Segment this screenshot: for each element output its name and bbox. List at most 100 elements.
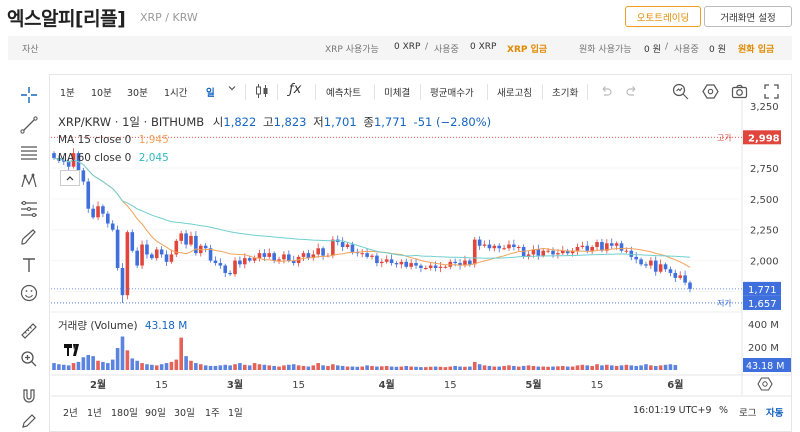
undo-icon[interactable] xyxy=(599,84,613,101)
range-180d[interactable]: 180일 xyxy=(111,408,138,419)
candle-body xyxy=(340,242,345,247)
volume-bar xyxy=(551,366,555,370)
range-90d[interactable]: 90일 xyxy=(145,408,166,419)
legend-collapse-button[interactable] xyxy=(60,170,80,186)
candle-body xyxy=(61,160,66,162)
axis-settings-icon[interactable] xyxy=(757,377,773,391)
time-tick-label: 15 xyxy=(292,380,305,391)
refresh-button[interactable]: 새로고침 xyxy=(497,88,532,99)
volume-bar xyxy=(516,366,521,370)
volume-bar xyxy=(668,364,673,370)
toolbar-divider xyxy=(420,84,421,100)
percent-toggle[interactable]: % xyxy=(719,405,729,416)
candle-body xyxy=(649,260,653,266)
time-tick-label: 15 xyxy=(155,380,168,391)
settings-hex-icon[interactable] xyxy=(702,83,719,103)
volume-bar xyxy=(140,363,144,370)
ma15-legend: MA 15 close 0 1,945 xyxy=(58,134,169,146)
candle-body xyxy=(174,240,179,255)
volume-bar xyxy=(546,366,550,370)
range-1w[interactable]: 1주 xyxy=(205,408,220,419)
avg-price-button[interactable]: 평균매수가 xyxy=(430,88,474,99)
volume-current-text: 43.18 M xyxy=(746,361,784,372)
interval-1m[interactable]: 1분 xyxy=(60,88,75,99)
reset-button[interactable]: 초기화 xyxy=(552,88,579,99)
chevron-down-icon[interactable] xyxy=(227,83,237,96)
volume-bar xyxy=(658,365,663,370)
price-tick-label: 2,250 xyxy=(750,226,779,237)
candle-body xyxy=(526,254,531,257)
candle-body xyxy=(556,253,560,255)
camera-icon[interactable] xyxy=(731,83,748,103)
log-toggle[interactable]: 로그 xyxy=(739,408,757,419)
range-2y[interactable]: 2년 xyxy=(63,408,78,419)
zoom-in-icon[interactable] xyxy=(18,348,40,370)
candle-body xyxy=(477,239,482,246)
fib-icon[interactable] xyxy=(18,198,40,220)
asset-bar: 자산 XRP 사용가능 0 XRP / 사용중 0 XRP XRP 입금 원화 … xyxy=(8,36,792,60)
redo-icon[interactable] xyxy=(625,84,639,101)
krw-available-value: 0 원 xyxy=(644,45,661,55)
interval-1d[interactable]: 일 xyxy=(206,88,215,99)
emoji-icon[interactable] xyxy=(18,282,40,304)
pencil-icon[interactable] xyxy=(18,410,40,432)
candle-body xyxy=(52,153,56,159)
brush-icon[interactable] xyxy=(18,226,40,248)
interval-30m[interactable]: 30분 xyxy=(127,88,148,99)
volume-bar xyxy=(585,365,590,370)
candle-body xyxy=(624,250,629,252)
candle-body xyxy=(150,254,154,259)
price-tick-label: 2,750 xyxy=(750,164,779,175)
volume-bar xyxy=(526,365,531,370)
interval-1h[interactable]: 1시간 xyxy=(164,88,188,99)
volume-bar xyxy=(316,363,320,370)
ruler-icon[interactable] xyxy=(18,320,40,342)
candle-body xyxy=(507,244,511,249)
volume-bar xyxy=(561,365,565,370)
volume-value: 43.18 M xyxy=(144,320,188,332)
fullscreen-icon[interactable] xyxy=(763,83,780,103)
auto-trading-button[interactable]: 오토트레이딩 xyxy=(625,6,701,27)
candle-body xyxy=(409,263,413,267)
candle-body xyxy=(233,260,237,275)
trend-line-icon[interactable] xyxy=(18,114,40,136)
volume-bar xyxy=(600,365,604,370)
indicator-fx-icon[interactable]: ƒx xyxy=(289,82,302,97)
ma60-line xyxy=(53,157,691,259)
krw-deposit-link[interactable]: 원화 입금 xyxy=(738,45,775,55)
horizontal-lines-icon[interactable] xyxy=(18,142,40,164)
crosshair-icon[interactable] xyxy=(18,84,40,106)
candle-body xyxy=(458,263,462,266)
candle-body xyxy=(291,260,296,264)
range-1d[interactable]: 1일 xyxy=(228,408,243,419)
candle-body xyxy=(492,245,497,249)
toolbar-divider xyxy=(277,84,278,100)
candle-type-icon[interactable] xyxy=(255,83,269,102)
auto-toggle[interactable]: 자동 xyxy=(766,408,784,419)
volume-bar xyxy=(355,366,360,370)
drawing-toolbar xyxy=(8,74,50,432)
candle-body xyxy=(179,233,183,241)
range-30d[interactable]: 30일 xyxy=(174,408,195,419)
volume-bar xyxy=(321,365,325,370)
range-1y[interactable]: 1년 xyxy=(87,408,102,419)
xrp-in-use-value: 0 XRP xyxy=(470,42,497,52)
unfilled-button[interactable]: 미체결 xyxy=(384,88,411,99)
low-tag: 저가 xyxy=(717,299,732,308)
magnifier-chart-icon[interactable] xyxy=(672,83,689,103)
text-icon[interactable] xyxy=(18,254,40,276)
pattern-icon[interactable] xyxy=(18,170,40,192)
volume-bar xyxy=(267,365,272,370)
volume-bar xyxy=(169,361,174,370)
predict-chart-button[interactable]: 예측차트 xyxy=(326,88,361,99)
screen-settings-button[interactable]: 거래화면 설정 xyxy=(704,6,792,27)
candle-body xyxy=(130,232,135,251)
volume-bar xyxy=(252,363,257,370)
magnet-icon[interactable] xyxy=(18,386,40,408)
candle-body xyxy=(145,244,149,255)
interval-10m[interactable]: 10분 xyxy=(91,88,112,99)
xrp-deposit-link[interactable]: XRP 입금 xyxy=(507,45,548,55)
volume-bar xyxy=(223,364,228,370)
volume-bar xyxy=(360,366,365,370)
